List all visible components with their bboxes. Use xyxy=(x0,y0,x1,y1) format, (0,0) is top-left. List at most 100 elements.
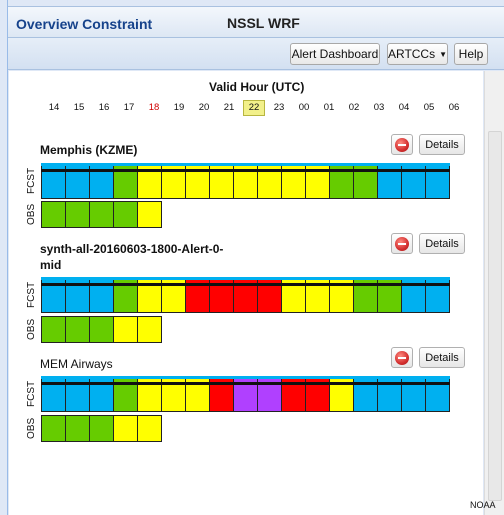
forecast-cell[interactable] xyxy=(41,277,66,313)
forecast-threshold-line xyxy=(305,283,330,286)
forecast-cell[interactable] xyxy=(401,163,426,199)
artccs-dropdown-button[interactable]: ARTCCs ▼ xyxy=(387,43,448,65)
observed-cell[interactable] xyxy=(113,316,138,343)
observed-cell[interactable] xyxy=(65,316,90,343)
forecast-threshold-line xyxy=(233,169,258,172)
forecast-cell[interactable] xyxy=(113,277,138,313)
observed-cell[interactable] xyxy=(41,415,66,442)
observed-cell[interactable] xyxy=(89,201,114,228)
forecast-cell[interactable] xyxy=(305,277,330,313)
forecast-cell[interactable] xyxy=(329,277,354,313)
alert-dashboard-button[interactable]: Alert Dashboard xyxy=(290,43,380,65)
forecast-cell[interactable] xyxy=(425,376,450,412)
forecast-top-band xyxy=(161,163,186,166)
forecast-cell[interactable] xyxy=(257,277,282,313)
forecast-cell[interactable] xyxy=(305,163,330,199)
forecast-cell[interactable] xyxy=(281,376,306,412)
forecast-top-band xyxy=(329,376,354,379)
hour-label-22: 22 xyxy=(243,100,265,116)
forecast-cell[interactable] xyxy=(185,163,210,199)
forecast-cell[interactable] xyxy=(161,376,186,412)
observed-cell[interactable] xyxy=(41,201,66,228)
forecast-cell[interactable] xyxy=(113,163,138,199)
observed-cell[interactable] xyxy=(113,201,138,228)
forecast-cell[interactable] xyxy=(233,163,258,199)
forecast-top-band xyxy=(209,163,234,166)
forecast-cell[interactable] xyxy=(65,376,90,412)
forecast-cell[interactable] xyxy=(257,163,282,199)
forecast-cell[interactable] xyxy=(161,277,186,313)
forecast-cell[interactable] xyxy=(113,376,138,412)
forecast-cell[interactable] xyxy=(209,376,234,412)
forecast-threshold-line xyxy=(185,382,210,385)
hour-label-06: 06 xyxy=(448,102,460,113)
hour-label-21: 21 xyxy=(223,102,235,113)
forecast-cell[interactable] xyxy=(233,376,258,412)
observed-cell[interactable] xyxy=(137,201,162,228)
forecast-threshold-line xyxy=(113,169,138,172)
remove-constraint-button[interactable] xyxy=(391,233,413,254)
forecast-cell[interactable] xyxy=(353,277,378,313)
forecast-cell[interactable] xyxy=(353,163,378,199)
forecast-threshold-line xyxy=(41,283,66,286)
forecast-cell[interactable] xyxy=(329,163,354,199)
observed-cell[interactable] xyxy=(137,415,162,442)
forecast-threshold-line xyxy=(209,169,234,172)
forecast-cell[interactable] xyxy=(353,376,378,412)
forecast-cell[interactable] xyxy=(233,277,258,313)
forecast-cell[interactable] xyxy=(137,277,162,313)
forecast-cell[interactable] xyxy=(41,163,66,199)
forecast-top-band xyxy=(113,376,138,379)
remove-constraint-button[interactable] xyxy=(391,134,413,155)
forecast-cell[interactable] xyxy=(65,163,90,199)
observed-cell[interactable] xyxy=(65,201,90,228)
hour-label-17: 17 xyxy=(123,102,135,113)
help-button[interactable]: Help xyxy=(454,43,488,65)
details-button[interactable]: Details xyxy=(419,233,465,254)
forecast-cell[interactable] xyxy=(137,163,162,199)
obs-label: OBS xyxy=(26,318,37,341)
vertical-scrollbar[interactable] xyxy=(484,71,504,515)
forecast-threshold-line xyxy=(185,283,210,286)
scrollbar-thumb[interactable] xyxy=(488,131,502,501)
forecast-threshold-line xyxy=(89,169,114,172)
forecast-cell[interactable] xyxy=(161,163,186,199)
remove-constraint-button[interactable] xyxy=(391,347,413,368)
forecast-cell[interactable] xyxy=(89,376,114,412)
observed-cell[interactable] xyxy=(89,316,114,343)
forecast-cell[interactable] xyxy=(305,376,330,412)
hour-label-15: 15 xyxy=(73,102,85,113)
forecast-cell[interactable] xyxy=(185,277,210,313)
forecast-cell[interactable] xyxy=(209,163,234,199)
forecast-cell[interactable] xyxy=(401,277,426,313)
details-button[interactable]: Details xyxy=(419,134,465,155)
forecast-cell[interactable] xyxy=(401,376,426,412)
forecast-cell[interactable] xyxy=(41,376,66,412)
forecast-cell[interactable] xyxy=(257,376,282,412)
forecast-cell[interactable] xyxy=(209,277,234,313)
forecast-threshold-line xyxy=(281,382,306,385)
forecast-cell[interactable] xyxy=(425,277,450,313)
forecast-cell[interactable] xyxy=(377,376,402,412)
observed-cell[interactable] xyxy=(113,415,138,442)
forecast-cell[interactable] xyxy=(281,277,306,313)
dropdown-caret-icon: ▼ xyxy=(439,49,448,59)
forecast-cell[interactable] xyxy=(89,163,114,199)
hour-label-16: 16 xyxy=(98,102,110,113)
forecast-cell[interactable] xyxy=(65,277,90,313)
forecast-cell[interactable] xyxy=(185,376,210,412)
hour-label-23: 23 xyxy=(273,102,285,113)
forecast-cell[interactable] xyxy=(137,376,162,412)
forecast-cell[interactable] xyxy=(377,163,402,199)
forecast-cell[interactable] xyxy=(425,163,450,199)
observed-cell[interactable] xyxy=(137,316,162,343)
model-title: NSSL WRF xyxy=(227,15,300,31)
forecast-cell[interactable] xyxy=(377,277,402,313)
details-button[interactable]: Details xyxy=(419,347,465,368)
forecast-cell[interactable] xyxy=(89,277,114,313)
forecast-cell[interactable] xyxy=(329,376,354,412)
observed-cell[interactable] xyxy=(41,316,66,343)
observed-cell[interactable] xyxy=(65,415,90,442)
forecast-cell[interactable] xyxy=(281,163,306,199)
observed-cell[interactable] xyxy=(89,415,114,442)
